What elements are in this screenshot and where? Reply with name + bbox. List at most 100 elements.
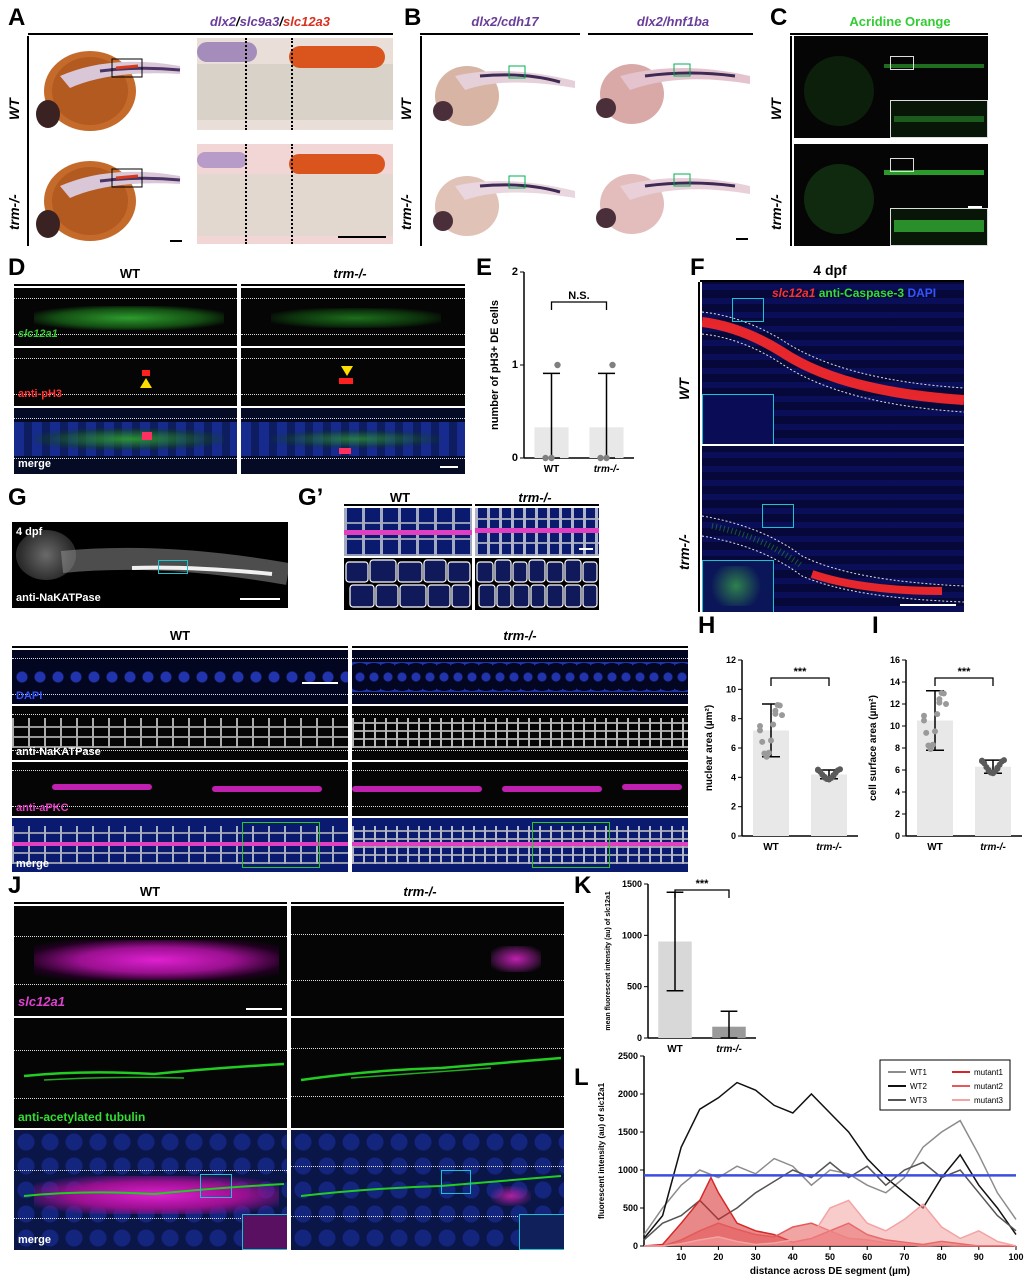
panel-c-header: Acridine Orange: [849, 14, 951, 29]
panel-j-trm-merge: [291, 1130, 564, 1250]
data-point: [830, 773, 837, 780]
x-tick-label: 40: [788, 1252, 798, 1262]
data-point: [921, 712, 927, 719]
legend-label: mutant3: [974, 1096, 1003, 1105]
panel-g-stage: 4 dpf: [16, 526, 43, 538]
data-point: [770, 721, 777, 728]
row-label-wt: WT: [6, 98, 22, 120]
panel-j-wt-merge: merge: [14, 1130, 287, 1250]
panel-d-wt-merge: merge: [14, 408, 237, 474]
data-point: [815, 766, 821, 773]
panel-c-trm: [794, 144, 988, 246]
significance-label: N.S.: [568, 290, 589, 302]
panel-gp-wt-outline: [344, 558, 472, 610]
embryo-wt: [36, 51, 181, 131]
y-axis-label: mean fluorescent intensity (au) of slc12…: [605, 891, 612, 1030]
panel-j-trm-tubulin: [291, 1018, 564, 1128]
row-label-trm: trm-/-: [398, 194, 414, 230]
panel-f-legend: slc12a1 anti-Caspase-3 DAPI: [772, 286, 936, 300]
panel-a-side-rule: [27, 36, 29, 246]
row-label: merge: [18, 458, 52, 470]
panel-b-header-2: dlx2/hnf1ba: [636, 14, 710, 29]
scale-bar: [240, 598, 280, 600]
data-point: [772, 710, 779, 717]
panel-g-wt-nakatpase: anti-NaKATPase: [12, 706, 348, 760]
panel-letter-E: E: [476, 254, 493, 281]
x-tick-label: 80: [937, 1252, 947, 1262]
row-label: anti-pH3: [18, 388, 62, 400]
panel-f-trm: [702, 446, 964, 612]
panel-a-rule: [28, 33, 393, 35]
data-point: [994, 765, 1001, 772]
panel-f-rule: [700, 280, 964, 282]
x-tick-label: 60: [862, 1252, 872, 1262]
y-tick-label: 1000: [622, 930, 642, 940]
col-label-trm: trm-/-: [403, 884, 437, 899]
data-point: [542, 454, 549, 462]
panel-gp-wt-top: [344, 508, 472, 556]
data-point: [774, 702, 781, 709]
y-axis-label: cell surface area (µm²): [868, 695, 879, 801]
scale-bar: [968, 206, 982, 208]
chart-e: 0 1 2 WT trm-/- N.S. number of pH3+ DE cells: [489, 266, 634, 475]
panel-a-embryos: [36, 51, 181, 241]
panel-j-rule: [291, 902, 564, 904]
data-point: [757, 727, 763, 734]
y-tick-label: 10: [890, 721, 900, 731]
y-tick-label: 0: [633, 1241, 638, 1251]
data-point: [821, 773, 828, 780]
x-tick-label: 10: [676, 1252, 686, 1262]
panel-letter-G: G: [8, 484, 27, 511]
data-point: [763, 753, 770, 760]
panel-c-wt: [794, 36, 988, 138]
y-tick-label: 6: [731, 743, 736, 753]
legend-label: WT3: [910, 1096, 927, 1105]
bar: [811, 774, 847, 836]
legend-label: WT1: [910, 1068, 927, 1077]
significance-bracket: [550, 301, 608, 310]
row-label: slc12a1: [18, 994, 65, 1009]
scale-bar: [246, 1008, 282, 1010]
scale-bar: [440, 466, 458, 468]
series-line: [644, 1199, 1017, 1247]
y-tick-label: 1000: [618, 1165, 638, 1175]
header-part: slc9a3: [239, 14, 280, 29]
y-tick-label: 4: [895, 787, 900, 797]
x-tick-label: 90: [974, 1252, 984, 1262]
panel-g-wt-merge: merge: [12, 818, 348, 872]
panel-f-side-rule: [698, 282, 700, 612]
data-point: [943, 700, 949, 707]
significance-bracket: [770, 677, 830, 686]
x-tick-label: trm-/-: [716, 1044, 742, 1055]
col-label-trm: trm-/-: [333, 266, 367, 281]
x-tick-label: trm-/-: [980, 842, 1006, 853]
y-tick-label: 12: [890, 699, 900, 709]
panel-j-wt-slc: slc12a1: [14, 906, 287, 1016]
col-label-wt: WT: [119, 266, 141, 281]
col-label-wt: WT: [139, 884, 161, 899]
y-tick-label: 12: [726, 655, 736, 665]
significance-label: ***: [958, 666, 972, 678]
data-point: [979, 757, 985, 764]
panel-d-rule: [241, 284, 465, 286]
panel-g-wt-dapi: DAPI: [12, 650, 348, 704]
panel-g-stain: anti-NaKATPase: [16, 592, 101, 604]
chart-k: 0 500 1000 1500 WT trm-/- *** mean fluorescent …: [605, 878, 756, 1055]
x-axis-label: distance across DE segment (µm): [750, 1266, 910, 1277]
significance-label: ***: [794, 666, 808, 678]
y-tick-label: 8: [731, 714, 736, 724]
panel-g-trm-apkc: [352, 762, 688, 816]
y-tick-label: 16: [890, 655, 900, 665]
panel-letter-L: L: [574, 1064, 589, 1091]
panel-d-trm-ph3: [241, 348, 465, 406]
panel-b-rule: [588, 33, 753, 35]
significance-label: ***: [696, 878, 710, 890]
legend-label: WT2: [910, 1082, 927, 1091]
panel-letter-F: F: [690, 254, 705, 281]
y-tick-label: 4: [731, 772, 736, 782]
panel-a-header: dlx2/slc9a3/slc12a3: [150, 14, 390, 29]
x-tick-label: trm-/-: [594, 464, 620, 475]
y-tick-label: 0: [895, 831, 900, 841]
panel-letter-B: B: [404, 4, 422, 31]
panel-letter-D: D: [8, 254, 26, 281]
